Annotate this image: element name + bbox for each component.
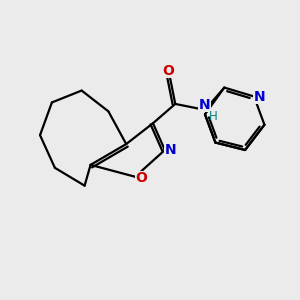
Text: N: N <box>199 98 211 112</box>
Text: O: O <box>162 64 174 78</box>
Text: O: O <box>136 171 148 185</box>
Text: N: N <box>164 143 176 157</box>
Text: H: H <box>209 110 218 123</box>
Text: N: N <box>254 89 265 103</box>
